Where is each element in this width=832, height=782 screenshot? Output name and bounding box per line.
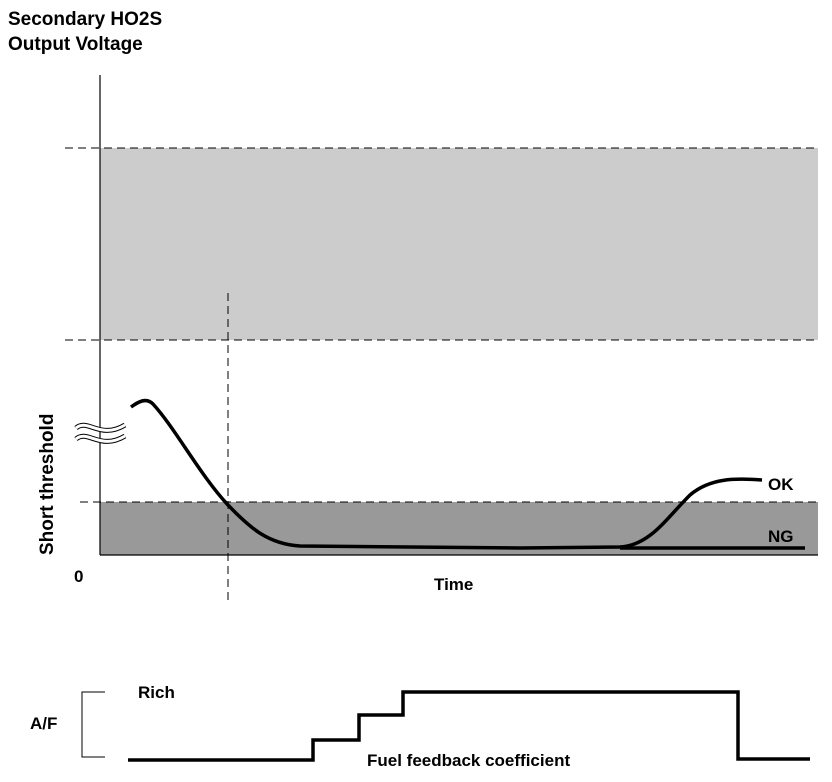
upper-band (100, 148, 818, 340)
title-line2: Output Voltage (8, 34, 143, 55)
ok-label: OK (768, 475, 794, 494)
af-bracket (81, 691, 105, 758)
rich-label: Rich (138, 683, 175, 702)
fuel-feedback-step-line (128, 690, 810, 762)
y-axis-label: Short threshold (37, 414, 58, 555)
axis-break-icon (74, 422, 127, 444)
x-axis-label: Time (434, 575, 473, 594)
origin-label: 0 (74, 567, 83, 586)
af-label: A/F (30, 714, 57, 733)
title-line1: Secondary HO2S (8, 9, 162, 30)
ok-voltage-curve (129, 398, 763, 550)
ng-label: NG (768, 527, 794, 546)
fuel-feedback-label: Fuel feedback coefficient (367, 751, 570, 770)
